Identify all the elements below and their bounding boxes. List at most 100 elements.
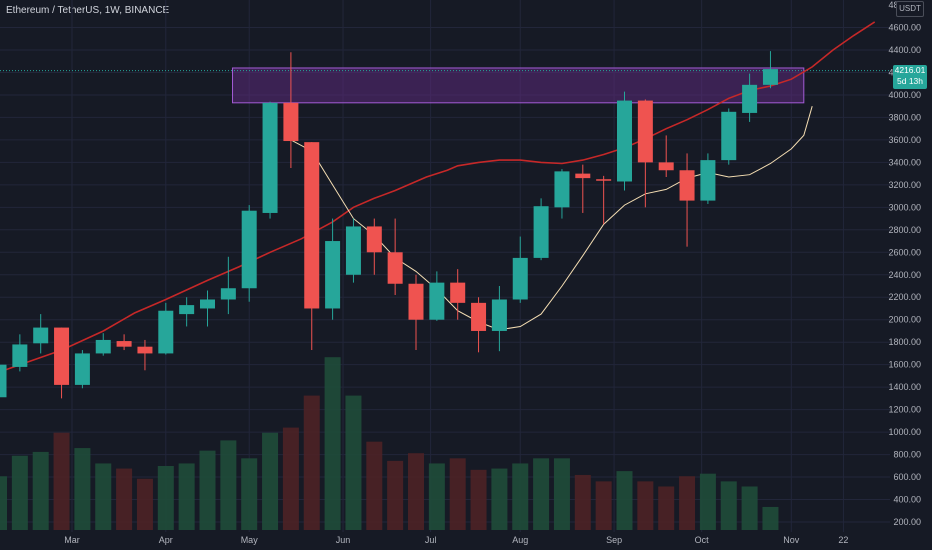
candle-body [533, 206, 549, 258]
last-price-badge: 4216.01 5d 13h [893, 65, 927, 89]
volume-bar [408, 453, 424, 530]
candle-body [679, 170, 695, 201]
chart-title: Ethereum / TetherUS, 1W, BINANCE [6, 5, 170, 16]
volume-bar [574, 474, 591, 530]
currency-label[interactable]: USDT [896, 1, 924, 17]
candle-body [575, 173, 591, 179]
candle-body [325, 241, 341, 309]
volume-bar [199, 450, 216, 530]
price-tick-label: 1600.00 [888, 360, 921, 370]
price-tick-label: 2200.00 [888, 292, 921, 302]
candle [116, 334, 132, 351]
volume-bar [679, 476, 696, 530]
candle [137, 339, 153, 371]
candle-body [74, 353, 90, 385]
volume-bar [387, 460, 404, 530]
volume-bar [303, 395, 320, 530]
volume-bar [595, 481, 612, 530]
candle [450, 269, 466, 320]
price-tick-label: 3600.00 [888, 135, 921, 145]
candle-body [366, 226, 382, 253]
volume-bar [366, 441, 383, 530]
price-tick-label: 200.00 [893, 517, 921, 527]
candle [742, 73, 758, 122]
volume-bar [136, 478, 153, 530]
candle [596, 175, 612, 225]
price-tick-label: 4400.00 [888, 45, 921, 55]
time-tick-label: Oct [695, 535, 710, 545]
price-tick-label: 3400.00 [888, 157, 921, 167]
volume-bar [762, 506, 779, 530]
candle [387, 218, 403, 295]
candle [33, 314, 49, 354]
price-tick-label: 800.00 [893, 450, 921, 460]
volume-bar [116, 468, 133, 530]
candle [345, 218, 361, 283]
volume-bar [0, 476, 7, 530]
candle-body [137, 346, 153, 354]
candle [74, 350, 90, 389]
volume-bar [157, 466, 174, 530]
price-tick-label: 4000.00 [888, 90, 921, 100]
price-tick-label: 1200.00 [888, 405, 921, 415]
volume-bar [95, 463, 112, 530]
candle-body [637, 100, 653, 163]
time-tick-label: 22 [838, 535, 848, 545]
candle-body [471, 302, 487, 331]
price-tick-label: 1800.00 [888, 337, 921, 347]
volume-bar [324, 357, 341, 530]
volume-bar [11, 455, 28, 530]
volume-bar [741, 486, 758, 530]
grid [0, 0, 890, 532]
time-tick-label: Jul [425, 535, 437, 545]
candle [366, 218, 382, 275]
candle-body [491, 299, 507, 331]
price-tick-label: 1400.00 [888, 382, 921, 392]
time-tick-label: May [241, 535, 259, 545]
volume-bar [345, 395, 362, 530]
volume-bar [32, 451, 49, 530]
volume-bar [470, 469, 487, 530]
volume-bar [282, 427, 299, 530]
candle [262, 101, 278, 219]
candle-body [179, 305, 195, 315]
candle-body [658, 162, 674, 171]
resistance-zone-box [232, 67, 805, 104]
candle [408, 274, 424, 351]
volume-bar [53, 432, 70, 530]
candle-body [512, 257, 528, 300]
volume-bar [553, 458, 570, 530]
candle-body [220, 288, 236, 300]
price-tick-label: 2800.00 [888, 225, 921, 235]
candle-body [0, 364, 7, 398]
candle [637, 99, 653, 208]
candle [54, 327, 70, 399]
price-tick-label: 3800.00 [888, 112, 921, 122]
price-tick-label: 600.00 [893, 472, 921, 482]
volume-bar [637, 481, 654, 530]
candle [491, 286, 507, 352]
candle-body [158, 310, 174, 354]
volume-bar [178, 463, 195, 530]
price-tick-label: 3200.00 [888, 180, 921, 190]
candle [325, 218, 341, 320]
volume-bar [220, 440, 237, 530]
candle [241, 205, 257, 302]
candle [658, 135, 674, 177]
time-tick-label: Nov [783, 535, 800, 545]
candle-body [408, 283, 424, 320]
candle [304, 142, 320, 351]
volume-bar [428, 463, 445, 530]
volume-bar [262, 432, 279, 530]
candle-body [450, 282, 466, 303]
candle-body [33, 327, 49, 344]
candle [533, 198, 549, 261]
volume-bar [491, 468, 508, 530]
candle-body [283, 102, 299, 142]
price-tick-label: 2600.00 [888, 247, 921, 257]
candle-body [262, 102, 278, 213]
time-tick-label: Apr [159, 535, 173, 545]
candle [700, 153, 716, 204]
candle-body [116, 341, 132, 347]
